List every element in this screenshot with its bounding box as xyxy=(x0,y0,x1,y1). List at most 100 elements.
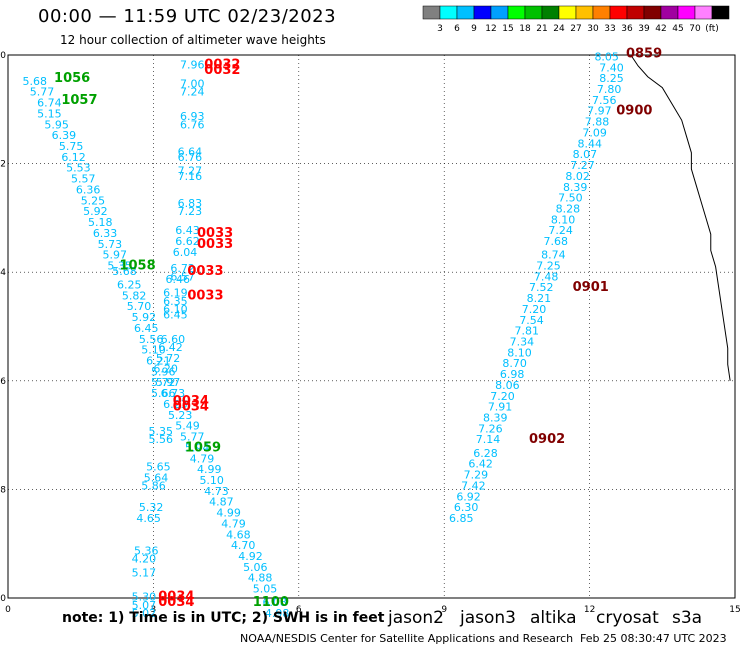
wave-height-value: 4.87 xyxy=(209,496,234,509)
wave-height-value: 8.28 xyxy=(556,202,581,215)
wave-height-value: 4.68 xyxy=(226,528,251,541)
wave-height-value: 8.06 xyxy=(495,379,519,392)
wave-height-value: 5.92 xyxy=(83,205,108,218)
wave-height-value: 7.48 xyxy=(534,270,559,283)
wave-height-value: 5.92 xyxy=(132,311,157,324)
wave-height-value: 7.24 xyxy=(180,86,205,99)
color-scale-swatch xyxy=(473,5,492,20)
wave-height-value: 7.40 xyxy=(599,61,624,74)
satellite-jason2: jason2 xyxy=(388,608,444,628)
wave-height-value: 5.53 xyxy=(66,162,91,175)
wave-height-value: 5.07 xyxy=(132,599,157,612)
pass-time-label: 1057 xyxy=(61,93,97,108)
wave-height-value: 7.42 xyxy=(461,479,486,492)
wave-height-value: 7.68 xyxy=(544,235,569,248)
wave-height-value: 5.82 xyxy=(122,289,147,302)
wave-height-value: 6.76 xyxy=(178,151,203,164)
wave-height-value: 4.88 xyxy=(248,572,273,585)
pass-time-label: 0034 xyxy=(173,394,209,409)
color-scale-swatch xyxy=(541,5,560,20)
color-scale-label: 18 xyxy=(519,24,531,34)
wave-height-value: 4.79 xyxy=(190,452,215,465)
pass-time-label: 0034 xyxy=(158,595,194,610)
wave-height-value: 6.46 xyxy=(166,273,191,286)
wave-height-value: 7.91 xyxy=(488,401,513,414)
wave-height-value: 5.05 xyxy=(253,583,277,596)
pass-time-label: 1056 xyxy=(54,71,90,86)
wave-height-value: 4.98 xyxy=(265,607,290,620)
wave-height-value: 6.62 xyxy=(175,235,200,248)
color-scale-swatch xyxy=(711,5,730,20)
color-scale-swatch xyxy=(694,5,713,20)
wave-height-value: 5.97 xyxy=(156,376,181,389)
wave-height-value: 6.43 xyxy=(175,224,200,237)
wave-height-value: 5.57 xyxy=(71,173,96,186)
wave-height-value: 5.10 xyxy=(199,474,224,487)
wave-height-value: 5.25 xyxy=(81,194,106,207)
wave-height-value: 5.86 xyxy=(141,479,166,492)
satellite-cryosat: cryosat xyxy=(596,608,659,628)
wave-height-value: 7.16 xyxy=(178,170,203,183)
wave-height-value: 5.10 xyxy=(141,344,166,357)
wave-height-value: 7.34 xyxy=(510,336,535,349)
plot-frame xyxy=(7,54,736,599)
chart-subtitle: 12 hour collection of altimeter wave hei… xyxy=(60,33,326,47)
color-scale-label: 30 xyxy=(587,24,599,34)
pass-time-label: 0032 xyxy=(204,63,240,78)
color-scale-swatch xyxy=(626,5,645,20)
wave-height-value: 7.20 xyxy=(490,390,515,403)
wave-height-value: 5.49 xyxy=(175,420,200,433)
wave-height-value: 7.97 xyxy=(587,105,612,118)
color-scale-swatch xyxy=(575,5,594,20)
pass-time-label: 0033 xyxy=(187,288,223,303)
color-scale-label: 42 xyxy=(655,24,666,34)
wave-height-value: 5.77 xyxy=(180,431,205,444)
x-tick-label: 3 xyxy=(151,605,157,615)
wave-height-value: 4.99 xyxy=(216,507,241,520)
satellite-altika: altika xyxy=(530,608,577,628)
wave-height-value: 6.83 xyxy=(178,197,203,210)
footer-note: note: 1) Time is in UTC; 2) SWH is in fe… xyxy=(62,610,385,626)
wave-height-value: 5.96 xyxy=(151,365,176,378)
color-scale-swatch xyxy=(524,5,543,20)
coastline xyxy=(630,54,731,381)
color-scale-label: 12 xyxy=(485,24,496,34)
pass-time-label: 0032 xyxy=(204,58,240,73)
color-scale-swatch xyxy=(507,5,526,20)
wave-height-value: 4.92 xyxy=(238,550,263,563)
wave-height-value: 5.56 xyxy=(149,433,174,446)
wave-height-value: 6.28 xyxy=(473,447,498,460)
footer-credit: NOAA/NESDIS Center for Satellite Applica… xyxy=(240,632,574,645)
x-tick-label: 12 xyxy=(584,605,595,615)
color-scale-label: 70 xyxy=(689,24,701,34)
x-tick-label: 9 xyxy=(441,605,447,615)
wave-height-value: 7.52 xyxy=(529,281,554,294)
wave-height-value: 5.15 xyxy=(37,107,62,120)
wave-height-value: 8.21 xyxy=(527,292,552,305)
color-scale-label: 6 xyxy=(454,24,460,34)
pass-time-label: 1058 xyxy=(119,258,155,273)
wave-height-value: 6.23 xyxy=(163,398,188,411)
wave-height-value: 6.98 xyxy=(500,368,524,381)
wave-height-value: 8.10 xyxy=(551,213,576,226)
wave-height-value: 6.45 xyxy=(134,322,159,335)
color-scale-label: 36 xyxy=(621,24,633,34)
color-scale-swatch xyxy=(609,5,628,20)
wave-height-value: 6.08 xyxy=(262,596,287,609)
color-scale-label: 15 xyxy=(502,24,513,34)
y-tick-label: -28 xyxy=(0,485,6,495)
pass-time-label: 0033 xyxy=(197,237,233,252)
wave-height-value: 5.64 xyxy=(144,471,169,484)
pass-time-label: 0900 xyxy=(616,104,652,119)
wave-height-value: 5.56 xyxy=(139,333,164,346)
wave-height-value: 5.68 xyxy=(112,265,137,278)
pass-time-label: 0033 xyxy=(197,226,233,241)
wave-height-value: 7.20 xyxy=(522,303,547,316)
wave-height-value: 7.96 xyxy=(180,59,205,72)
wave-height-value: 6.35 xyxy=(163,295,188,308)
wave-height-value: 6.36 xyxy=(76,183,101,196)
wave-height-value: 6.60 xyxy=(161,333,186,346)
wave-height-value: 7.54 xyxy=(519,314,544,327)
color-scale-swatch xyxy=(592,5,611,20)
wave-height-value: 6.12 xyxy=(61,151,86,164)
